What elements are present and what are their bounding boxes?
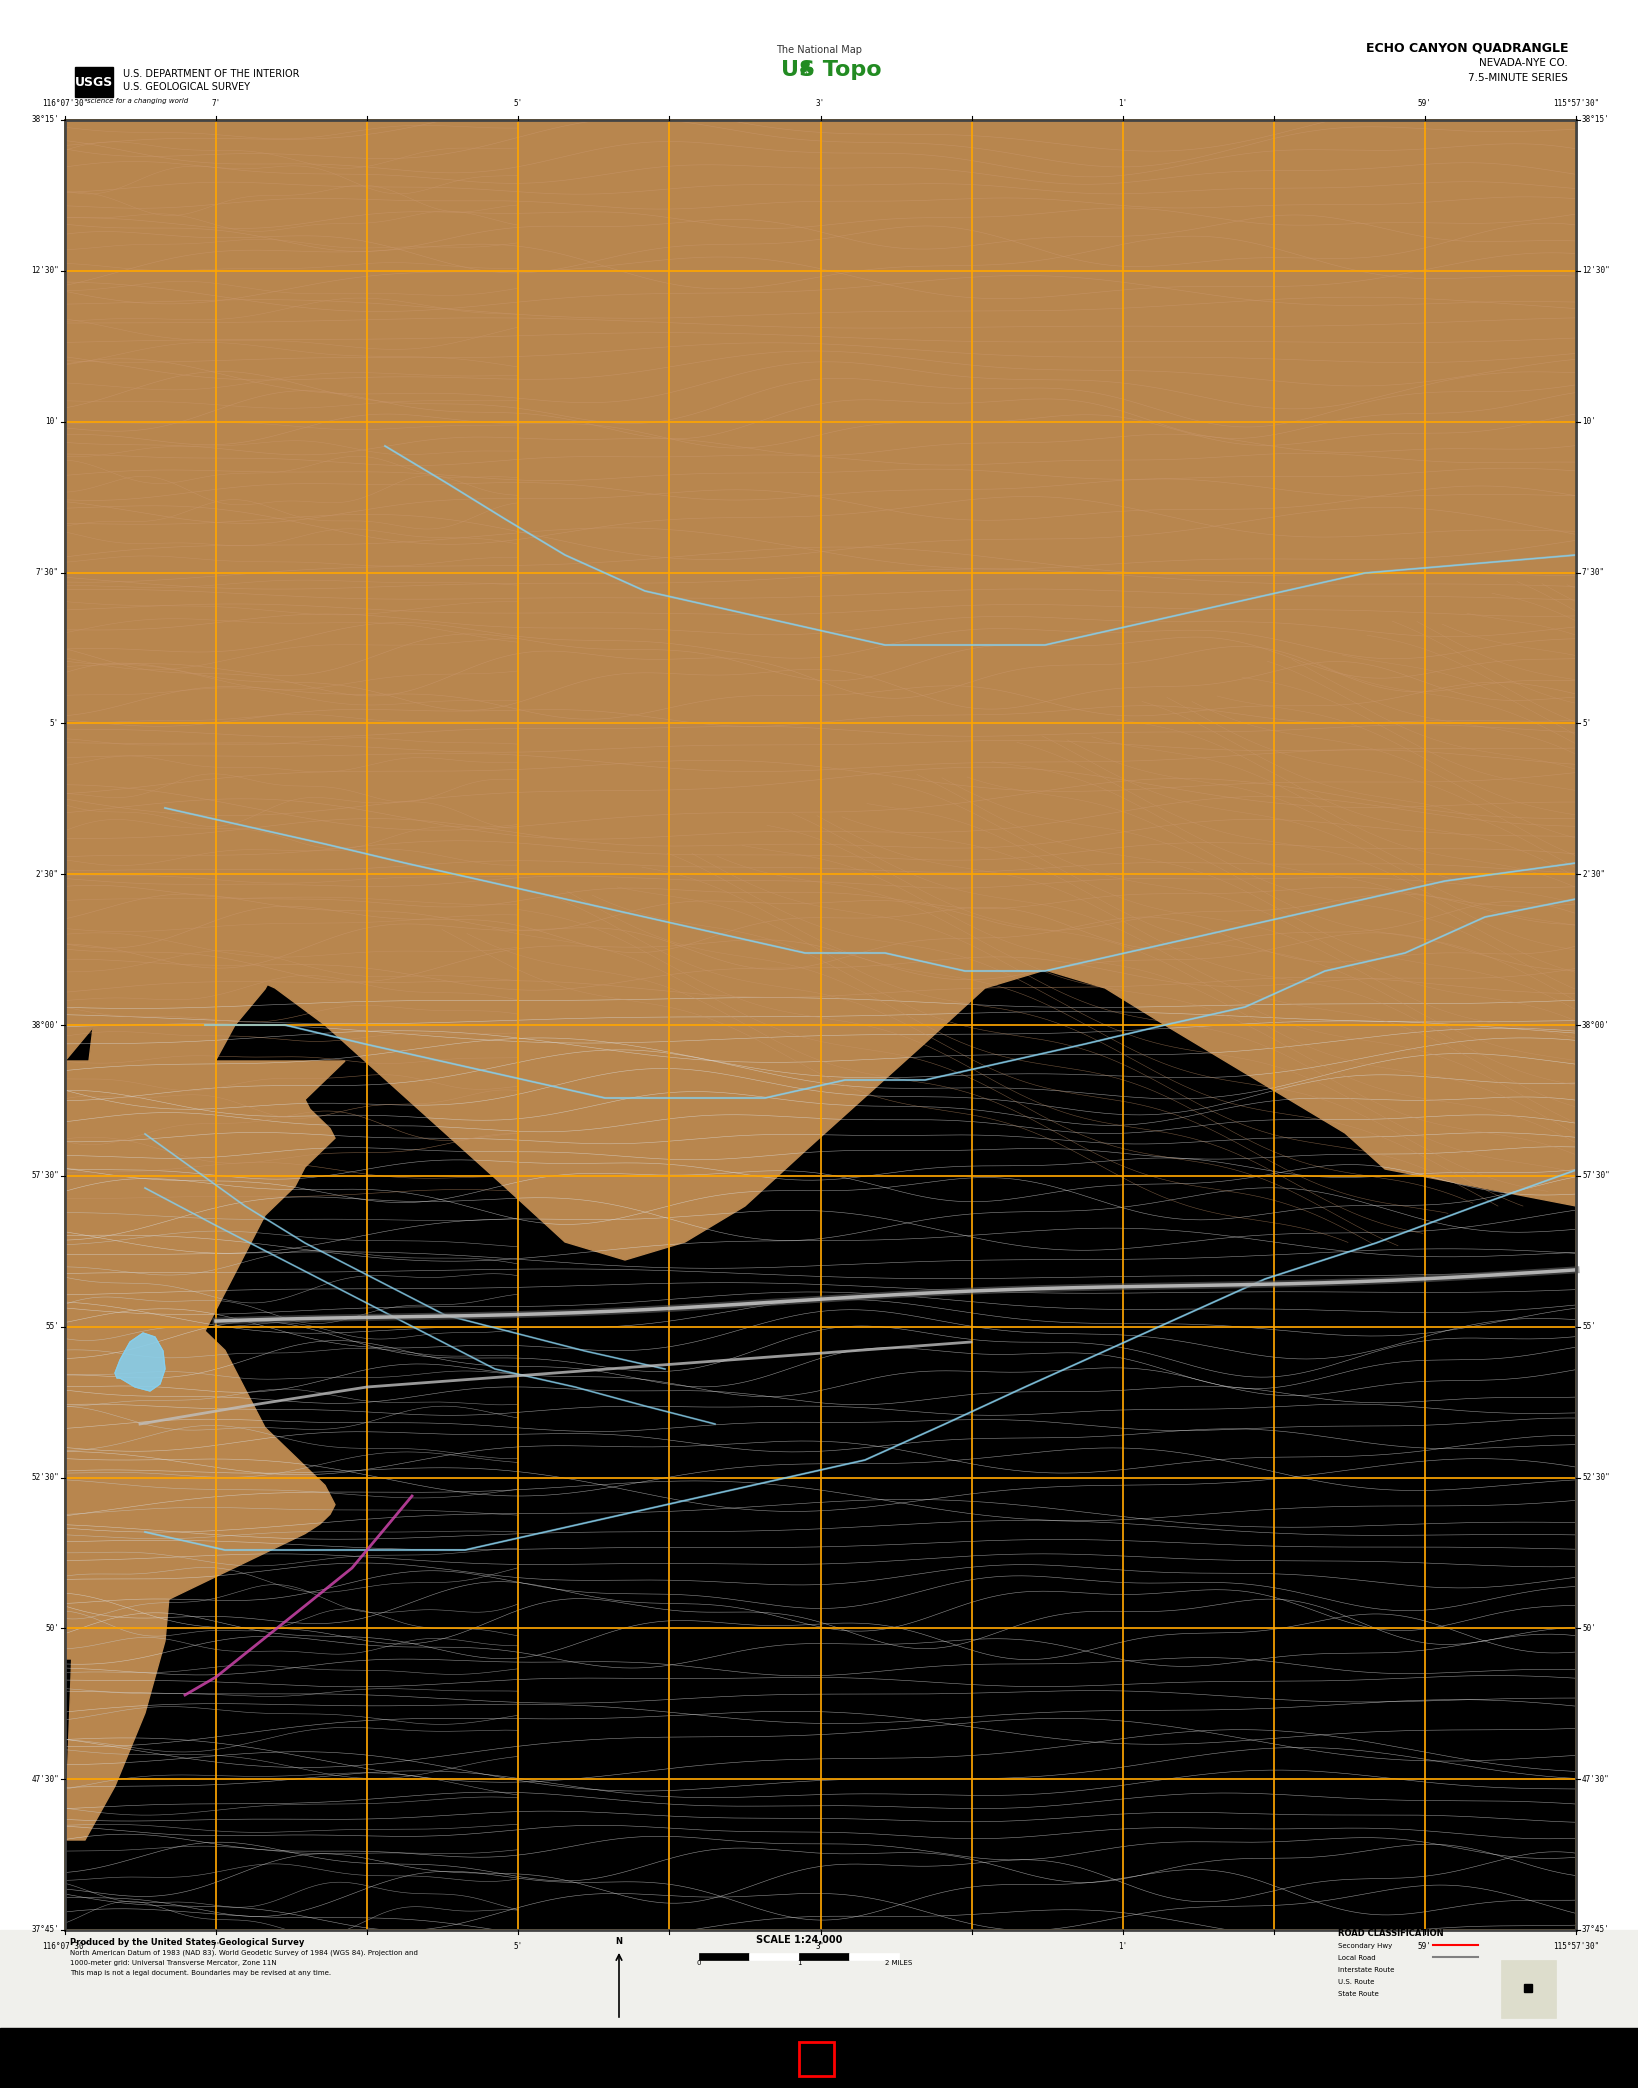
Text: ♣: ♣ — [798, 61, 816, 79]
Text: 10': 10' — [1582, 418, 1595, 426]
Bar — [799, 2042, 834, 2075]
Text: 57'30": 57'30" — [1582, 1171, 1610, 1180]
Text: Secondary Hwy: Secondary Hwy — [1338, 1944, 1392, 1948]
Text: 57'30": 57'30" — [31, 1171, 59, 1180]
Text: This map is not a legal document. Boundaries may be revised at any time.: This map is not a legal document. Bounda… — [70, 1969, 331, 1975]
Text: 59': 59' — [1419, 1942, 1432, 1950]
Text: 7'30": 7'30" — [1582, 568, 1605, 576]
Text: 38°15': 38°15' — [1582, 115, 1610, 125]
Text: 37°45': 37°45' — [1582, 1925, 1610, 1933]
Text: 116°07'30": 116°07'30" — [43, 98, 88, 109]
Text: 55': 55' — [1582, 1322, 1595, 1332]
Text: US Topo: US Topo — [781, 61, 881, 79]
Text: NEVADA-NYE CO.: NEVADA-NYE CO. — [1479, 58, 1568, 69]
Text: U.S. Route: U.S. Route — [1338, 1979, 1374, 1986]
Bar — [66, 119, 1576, 1929]
Text: 52'30": 52'30" — [31, 1472, 59, 1482]
Text: N: N — [616, 1938, 622, 1946]
Text: State Route: State Route — [1338, 1992, 1379, 1996]
Text: Interstate Route: Interstate Route — [1338, 1967, 1394, 1973]
Text: The National Map: The National Map — [776, 46, 862, 54]
Text: 38°00': 38°00' — [1582, 1021, 1610, 1029]
Text: 2 MILES: 2 MILES — [886, 1961, 912, 1967]
Text: 47'30": 47'30" — [1582, 1775, 1610, 1783]
Text: USGS: USGS — [75, 75, 113, 88]
Text: 5': 5' — [49, 718, 59, 729]
Bar — [75, 67, 113, 96]
Text: SCALE 1:24,000: SCALE 1:24,000 — [755, 1936, 842, 1946]
Text: U.S. GEOLOGICAL SURVEY: U.S. GEOLOGICAL SURVEY — [123, 81, 251, 92]
Text: 5': 5' — [514, 1942, 523, 1950]
Text: 1:40 000-FEET 1: 1:40 000-FEET 1 — [1525, 1921, 1576, 1925]
Text: 1000-meter grid: Universal Transverse Mercator, Zone 11N: 1000-meter grid: Universal Transverse Me… — [70, 1961, 277, 1967]
Text: 1': 1' — [1119, 98, 1127, 109]
Bar — [1523, 1984, 1532, 1992]
Text: 116°07'30": 116°07'30" — [43, 1942, 88, 1950]
Text: 0: 0 — [696, 1961, 701, 1967]
Bar — [848, 1952, 899, 1961]
Polygon shape — [66, 1061, 346, 1660]
Text: 10': 10' — [46, 418, 59, 426]
Text: 3': 3' — [816, 1942, 826, 1950]
Text: 2'30": 2'30" — [36, 871, 59, 879]
Text: 37°45': 37°45' — [31, 1925, 59, 1933]
Text: 50': 50' — [1582, 1624, 1595, 1633]
Text: 38°15': 38°15' — [31, 115, 59, 125]
Text: ROAD CLASSIFICATION: ROAD CLASSIFICATION — [1338, 1929, 1443, 1938]
Text: science for a changing world: science for a changing world — [87, 98, 188, 104]
Polygon shape — [66, 119, 1576, 1259]
Text: 5': 5' — [514, 98, 523, 109]
Polygon shape — [115, 1332, 165, 1391]
Bar — [0, 1929, 1638, 2027]
Text: North American Datum of 1983 (NAD 83). World Geodetic Survey of 1984 (WGS 84). P: North American Datum of 1983 (NAD 83). W… — [70, 1950, 418, 1956]
Text: 52'30": 52'30" — [1582, 1472, 1610, 1482]
Bar — [749, 1952, 799, 1961]
Polygon shape — [66, 572, 324, 1242]
Text: 5': 5' — [1582, 718, 1590, 729]
Text: 12'30": 12'30" — [1582, 267, 1610, 276]
Text: 3': 3' — [816, 98, 826, 109]
Bar — [799, 1952, 848, 1961]
Text: 55': 55' — [46, 1322, 59, 1332]
Text: 47'30": 47'30" — [31, 1775, 59, 1783]
Text: 38°00': 38°00' — [31, 1021, 59, 1029]
Text: 12'30": 12'30" — [31, 267, 59, 276]
Text: 7.5-MINUTE SERIES: 7.5-MINUTE SERIES — [1468, 73, 1568, 84]
Text: 7': 7' — [211, 1942, 221, 1950]
Text: 7': 7' — [211, 98, 221, 109]
Text: 50': 50' — [46, 1624, 59, 1633]
Text: 115°57'30": 115°57'30" — [1553, 98, 1599, 109]
Text: 1': 1' — [1119, 1942, 1127, 1950]
Bar — [699, 1952, 749, 1961]
Polygon shape — [66, 1332, 175, 1840]
Text: 59': 59' — [1419, 98, 1432, 109]
Text: 115°57'30": 115°57'30" — [1553, 1942, 1599, 1950]
Text: Produced by the United States Geological Survey: Produced by the United States Geological… — [70, 1938, 305, 1946]
Text: 7'30": 7'30" — [36, 568, 59, 576]
Text: U.S. DEPARTMENT OF THE INTERIOR: U.S. DEPARTMENT OF THE INTERIOR — [123, 69, 300, 79]
Bar — [1500, 1961, 1556, 2017]
Bar — [0, 2027, 1638, 2088]
Text: 1: 1 — [796, 1961, 801, 1967]
Text: ECHO CANYON QUADRANGLE: ECHO CANYON QUADRANGLE — [1366, 42, 1568, 54]
Bar — [66, 119, 1576, 1929]
Text: Local Road: Local Road — [1338, 1954, 1376, 1961]
Text: 2'30": 2'30" — [1582, 871, 1605, 879]
